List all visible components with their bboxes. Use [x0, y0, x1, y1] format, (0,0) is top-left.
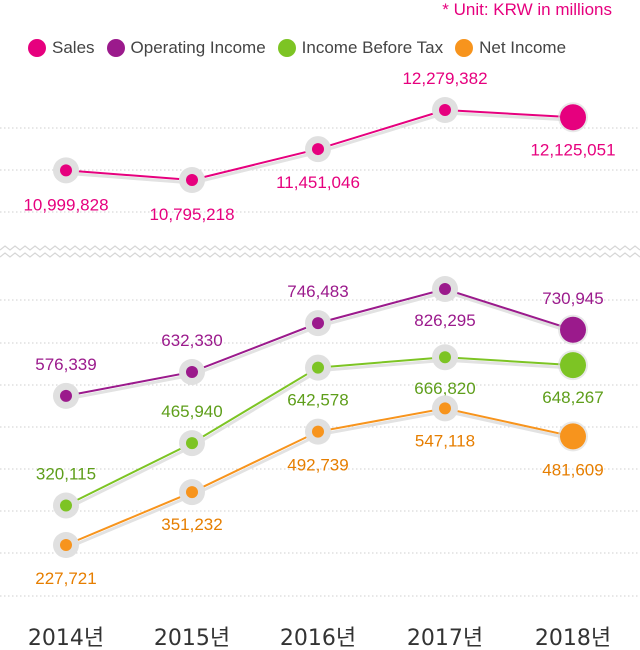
legend-swatch-income-before-tax	[277, 39, 296, 57]
data-point-operating-income	[439, 283, 451, 295]
data-point-operating-income	[186, 365, 198, 378]
data-label-net-income: 481,609	[542, 460, 603, 479]
data-label-income-before-tax: 320,115	[36, 464, 96, 483]
series-shadow-operating-income	[66, 290, 575, 401]
legend-label-net-income: Net Income	[479, 38, 567, 57]
axis-break	[0, 245, 640, 251]
data-label-net-income: 492,739	[287, 456, 348, 475]
data-point-sales	[312, 143, 324, 156]
data-point-income-before-tax	[312, 361, 324, 374]
data-point-net-income	[312, 425, 324, 438]
data-point-income-before-tax	[560, 352, 586, 379]
legend-label-income-before-tax: Income Before Tax	[301, 38, 444, 57]
data-point-operating-income	[312, 317, 324, 330]
x-tick-label: 2014년	[28, 626, 104, 650]
data-label-net-income: 227,721	[35, 569, 96, 588]
legend-item-net-income: Net Income	[455, 38, 566, 58]
data-label-income-before-tax: 465,940	[161, 402, 222, 421]
data-label-operating-income: 730,945	[542, 289, 603, 308]
data-label-operating-income: 632,330	[161, 331, 222, 350]
data-point-sales	[560, 104, 586, 131]
data-point-net-income	[439, 402, 451, 415]
data-label-operating-income: 576,339	[35, 355, 96, 374]
data-point-net-income	[186, 486, 198, 499]
data-label-income-before-tax: 648,267	[542, 388, 603, 407]
data-label-sales: 12,125,051	[530, 140, 615, 159]
legend: Sales Operating Income Income Before Tax…	[28, 38, 578, 58]
data-label-sales: 11,451,046	[276, 173, 360, 192]
data-point-net-income	[60, 539, 72, 551]
data-label-sales: 10,999,828	[23, 195, 108, 214]
x-tick-label: 2018년	[535, 626, 611, 650]
data-point-income-before-tax	[186, 437, 198, 450]
data-point-operating-income	[60, 389, 72, 402]
legend-label-operating-income: Operating Income	[130, 38, 266, 57]
legend-item-sales: Sales	[28, 38, 95, 58]
axis-break	[0, 252, 640, 258]
x-tick-label: 2015년	[154, 626, 230, 650]
x-tick-label: 2016년	[280, 626, 356, 650]
data-label-operating-income: 746,483	[287, 282, 348, 301]
data-point-operating-income	[560, 316, 586, 343]
data-point-sales	[60, 164, 72, 177]
legend-item-income-before-tax: Income Before Tax	[277, 38, 444, 58]
data-point-income-before-tax	[439, 351, 451, 364]
data-point-sales	[186, 174, 198, 186]
unit-note: * Unit: KRW in millions	[442, 0, 612, 19]
legend-swatch-operating-income	[106, 39, 125, 57]
data-point-net-income	[560, 423, 586, 450]
data-label-income-before-tax: 666,820	[414, 379, 475, 398]
data-label-net-income: 547,118	[415, 431, 475, 450]
data-label-income-before-tax: 642,578	[287, 391, 348, 410]
data-label-sales: 10,795,218	[149, 205, 234, 224]
data-point-sales	[439, 104, 451, 116]
legend-swatch-net-income	[455, 39, 474, 57]
data-label-net-income: 351,232	[161, 515, 222, 534]
data-label-operating-income: 826,295	[414, 311, 475, 330]
legend-label-sales: Sales	[52, 38, 95, 57]
legend-item-operating-income: Operating Income	[106, 38, 266, 58]
data-point-income-before-tax	[60, 499, 72, 512]
legend-swatch-sales	[28, 39, 46, 57]
x-tick-label: 2017년	[407, 626, 483, 650]
data-label-sales: 12,279,382	[402, 69, 487, 88]
